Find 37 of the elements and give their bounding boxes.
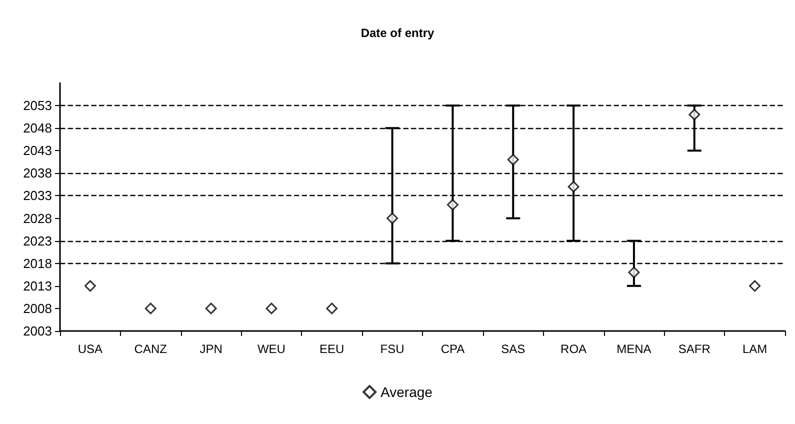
y-tick-label: 2043 bbox=[23, 143, 52, 158]
point bbox=[568, 180, 580, 192]
x-tick-label: USA bbox=[78, 342, 103, 356]
x-tick-label: CPA bbox=[440, 342, 465, 356]
y-tick-label: 2028 bbox=[23, 210, 52, 226]
y-tick-label: 2008 bbox=[23, 300, 52, 316]
y-tick-label: 2018 bbox=[23, 256, 52, 271]
y-tick-label: 2003 bbox=[23, 324, 52, 338]
y-tick-label: 2038 bbox=[23, 166, 52, 181]
chart-title: Date of entry bbox=[360, 26, 434, 40]
point bbox=[688, 108, 700, 120]
point bbox=[84, 280, 96, 292]
x-tick-label: SAS bbox=[501, 342, 526, 356]
point bbox=[266, 302, 278, 314]
point bbox=[628, 266, 640, 278]
x-tick-label: JPN bbox=[200, 342, 222, 356]
y-tick-label: 2053 bbox=[23, 98, 52, 114]
y-tick-label: 2013 bbox=[23, 278, 52, 294]
x-tick-label: CANZ bbox=[134, 342, 167, 356]
legend-label: Average bbox=[380, 384, 433, 400]
y-tick-label: 2048 bbox=[23, 120, 52, 136]
x-tick-label: WEU bbox=[257, 342, 286, 356]
x-tick-label: MENA bbox=[616, 342, 652, 356]
point bbox=[205, 302, 217, 314]
point bbox=[446, 198, 458, 210]
x-tick-label: EEU bbox=[320, 342, 344, 356]
point bbox=[326, 302, 338, 314]
y-tick-label: 2033 bbox=[23, 188, 52, 204]
x-tick-label: FSU bbox=[380, 342, 404, 356]
x-tick-label: LAM bbox=[742, 342, 768, 356]
point bbox=[386, 212, 398, 224]
y-tick-label: 2023 bbox=[23, 233, 52, 248]
x-tick-label: SAFR bbox=[678, 342, 711, 356]
point bbox=[507, 154, 519, 166]
point bbox=[144, 302, 156, 314]
x-tick-label: ROA bbox=[560, 342, 587, 356]
point bbox=[749, 280, 761, 292]
